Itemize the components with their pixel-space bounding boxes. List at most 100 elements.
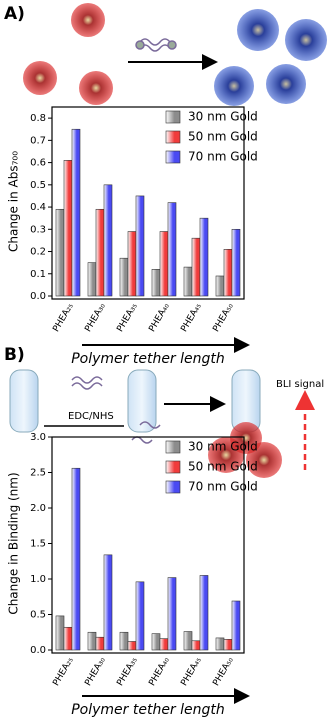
bar [71,128,81,297]
bar [183,631,193,651]
y-tick-label: 2.0 [30,503,46,514]
x-tick-label: PHEA₃₀ [83,301,107,333]
y-tick-label: 1.5 [30,539,46,550]
bar [199,575,209,651]
legend-label: 70 nm Gold [188,150,258,164]
bar [63,626,73,651]
bar [87,262,97,297]
bar [119,631,129,651]
legend-label: 30 nm Gold [188,440,258,454]
legend-swatch [165,440,181,454]
bar [231,600,241,651]
panel-label: A) [4,4,25,24]
annotation: BLI signal [276,379,324,390]
gold-particle [79,71,113,105]
plot-frame [51,436,245,654]
polymer-icon [135,38,177,52]
legend-swatch [165,130,181,144]
bar [127,231,137,297]
y-tick-label: 0.5 [30,180,46,191]
plot-frame [51,106,245,300]
bar [215,275,225,297]
y-tick-label: 0.4 [30,202,46,213]
bar [151,269,161,297]
annotation: EDC/NHS [68,411,114,422]
legend-label: 70 nm Gold [188,480,258,494]
x-tick-label: PHEA₂₅ [51,301,75,333]
x-tick-label: PHEA₃₅ [115,301,139,333]
y-tick-label: 0.3 [30,224,46,235]
y-tick-label: 0.7 [30,135,46,146]
y-tick-label: 0.5 [30,610,46,621]
x-tick-label: PHEA₅₀ [211,655,235,687]
bar [119,257,129,297]
bar [159,638,169,651]
legend-label: 50 nm Gold [188,130,258,144]
illustration-a [23,3,327,106]
x-tick-label: PHEA₄₀ [147,655,171,687]
bar [103,184,113,297]
bar [191,640,201,651]
bar [159,231,169,297]
y-axis-title: Change in Abs₇₀₀ [7,151,21,252]
legend-label: 30 nm Gold [188,110,258,124]
sensor-tip [127,369,157,433]
legend-swatch [165,480,181,494]
bar [55,208,65,297]
bar [95,636,105,651]
legend-swatch [165,110,181,124]
legend-swatch [165,460,181,474]
bar [127,641,137,651]
bar [63,160,73,297]
x-tick-label: PHEA₅₀ [211,301,235,333]
bar [215,637,225,651]
bar [151,633,161,651]
y-tick-label: 0.0 [30,645,46,656]
y-axis-title: Change in Binding (nm) [7,472,21,614]
bar [223,249,233,297]
y-tick-label: 0.2 [30,247,46,258]
y-tick-label: 2.5 [30,468,46,479]
bar [167,202,177,297]
bar [95,208,105,297]
bar [167,577,177,651]
gold-particle [214,66,254,106]
sensor-tip [9,369,39,433]
panel-label: B) [4,345,25,365]
bar [199,217,209,297]
x-tick-label: PHEA₃₅ [115,655,139,687]
gold-particle [285,19,327,61]
bar [135,581,145,651]
y-tick-label: 0.0 [30,291,46,302]
bar [87,631,97,651]
bar [55,615,65,651]
legend-label: 50 nm Gold [188,460,258,474]
legend-swatch [165,150,181,164]
gold-particle [266,64,306,104]
x-axis-title: Polymer tether length [71,702,225,718]
bar [103,554,113,651]
bar [231,228,241,297]
polymer-icon [71,376,161,444]
illustration-b: EDC/NHS BLI signal [9,369,324,478]
bar [135,195,145,297]
y-tick-label: 0.8 [30,113,46,124]
gold-particle [23,61,57,95]
y-tick-label: 0.1 [30,269,46,280]
x-tick-label: PHEA₄₅ [179,655,203,687]
x-tick-label: PHEA₄₀ [147,301,171,333]
gold-particle [230,422,262,454]
x-tick-label: PHEA₄₅ [179,301,203,333]
x-axis-title: Polymer tether length [71,351,225,367]
bar [223,639,233,651]
x-tick-label: PHEA₃₀ [83,655,107,687]
gold-particle [237,9,279,51]
gold-particle [71,3,105,37]
y-tick-label: 3.0 [30,432,46,443]
bar [191,237,201,297]
x-tick-label: PHEA₂₅ [51,655,75,687]
y-tick-label: 0.6 [30,158,46,169]
y-tick-label: 1.0 [30,574,46,585]
bar [183,266,193,297]
